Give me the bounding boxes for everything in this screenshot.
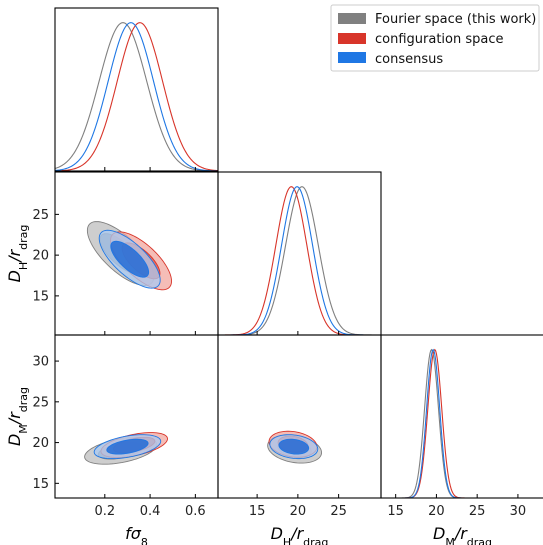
x-axis-label-fs8: fσ8 (125, 524, 148, 545)
contour-68-DM_vs_DH-2 (278, 438, 310, 455)
x-tick-label-DM-0: 15 (387, 504, 404, 519)
contour-panel-DM_vs_fs8 (84, 432, 168, 465)
legend-label-fourier: Fourier space (this work) (375, 12, 536, 27)
marginal-curve-DM-2 (381, 348, 543, 498)
marginal-curve-DM-0 (381, 348, 543, 498)
contour-panel-DH_vs_fs8 (86, 221, 172, 291)
legend-label-consensus: consensus (375, 52, 443, 67)
x-tick-label-fs8-2: 0.6 (185, 504, 206, 519)
x-axis-label-DM: DM/rdrag (433, 524, 492, 545)
marginal-curve-DH-2 (218, 186, 381, 335)
panel-frame-0-0 (54, 7, 219, 172)
y-tick-label-DH-2: 25 (32, 208, 49, 223)
marginal-curve-fs8-0 (55, 22, 218, 171)
marginal-curve-fs8-1 (55, 22, 218, 171)
y-tick-label-DM-3: 30 (32, 355, 49, 370)
x-tick-label-DH-2: 25 (330, 504, 347, 519)
panel-frame-2-1 (217, 334, 382, 499)
marginal-curve-DH-0 (218, 186, 381, 335)
marginal-panel-DH (218, 186, 381, 335)
x-tick-label-fs8-0: 0.2 (94, 504, 115, 519)
contour-68-DH_vs_fs8-2 (110, 240, 150, 278)
y-tick-label-DH-1: 20 (32, 249, 49, 264)
y-tick-label-DM-2: 25 (32, 395, 49, 410)
x-tick-label-DM-3: 30 (510, 504, 527, 519)
legend: Fourier space (this work) configuration … (330, 4, 540, 72)
y-tick-label-DM-1: 20 (32, 436, 49, 451)
marginal-curve-DH-1 (218, 186, 381, 335)
x-axis-label-DH: DH/rdrag (271, 524, 329, 545)
x-tick-label-DH-0: 15 (249, 504, 266, 519)
y-axis-label-DH: DH/rdrag (5, 225, 30, 283)
marginal-curve-fs8-2 (55, 22, 218, 171)
legend-swatch-configuration (338, 33, 366, 44)
panel-frame-1-1 (217, 171, 382, 336)
legend-frame (330, 4, 540, 72)
legend-label-configuration: configuration space (375, 32, 504, 47)
x-tick-label-DM-2: 25 (469, 504, 486, 519)
x-tick-label-fs8-1: 0.4 (140, 504, 161, 519)
y-tick-label-DM-0: 15 (32, 477, 49, 492)
panel-frame-2-2 (380, 334, 543, 499)
contour-panel-DM_vs_DH (267, 430, 323, 464)
marginal-panel-DM (381, 348, 543, 498)
y-tick-label-DH-0: 15 (32, 289, 49, 304)
x-tick-label-DH-1: 20 (290, 504, 307, 519)
x-tick-label-DM-1: 20 (428, 504, 445, 519)
panel-frame-2-0 (54, 334, 219, 499)
panels-layer (55, 22, 543, 498)
contour-68-DM_vs_fs8-2 (106, 438, 149, 455)
marginal-curve-DM-1 (381, 348, 543, 498)
marginal-panel-fs8 (55, 22, 218, 171)
legend-swatch-fourier (338, 13, 366, 24)
legend-swatch-consensus (338, 52, 366, 63)
y-axis-label-DM: DM/rdrag (5, 387, 30, 446)
